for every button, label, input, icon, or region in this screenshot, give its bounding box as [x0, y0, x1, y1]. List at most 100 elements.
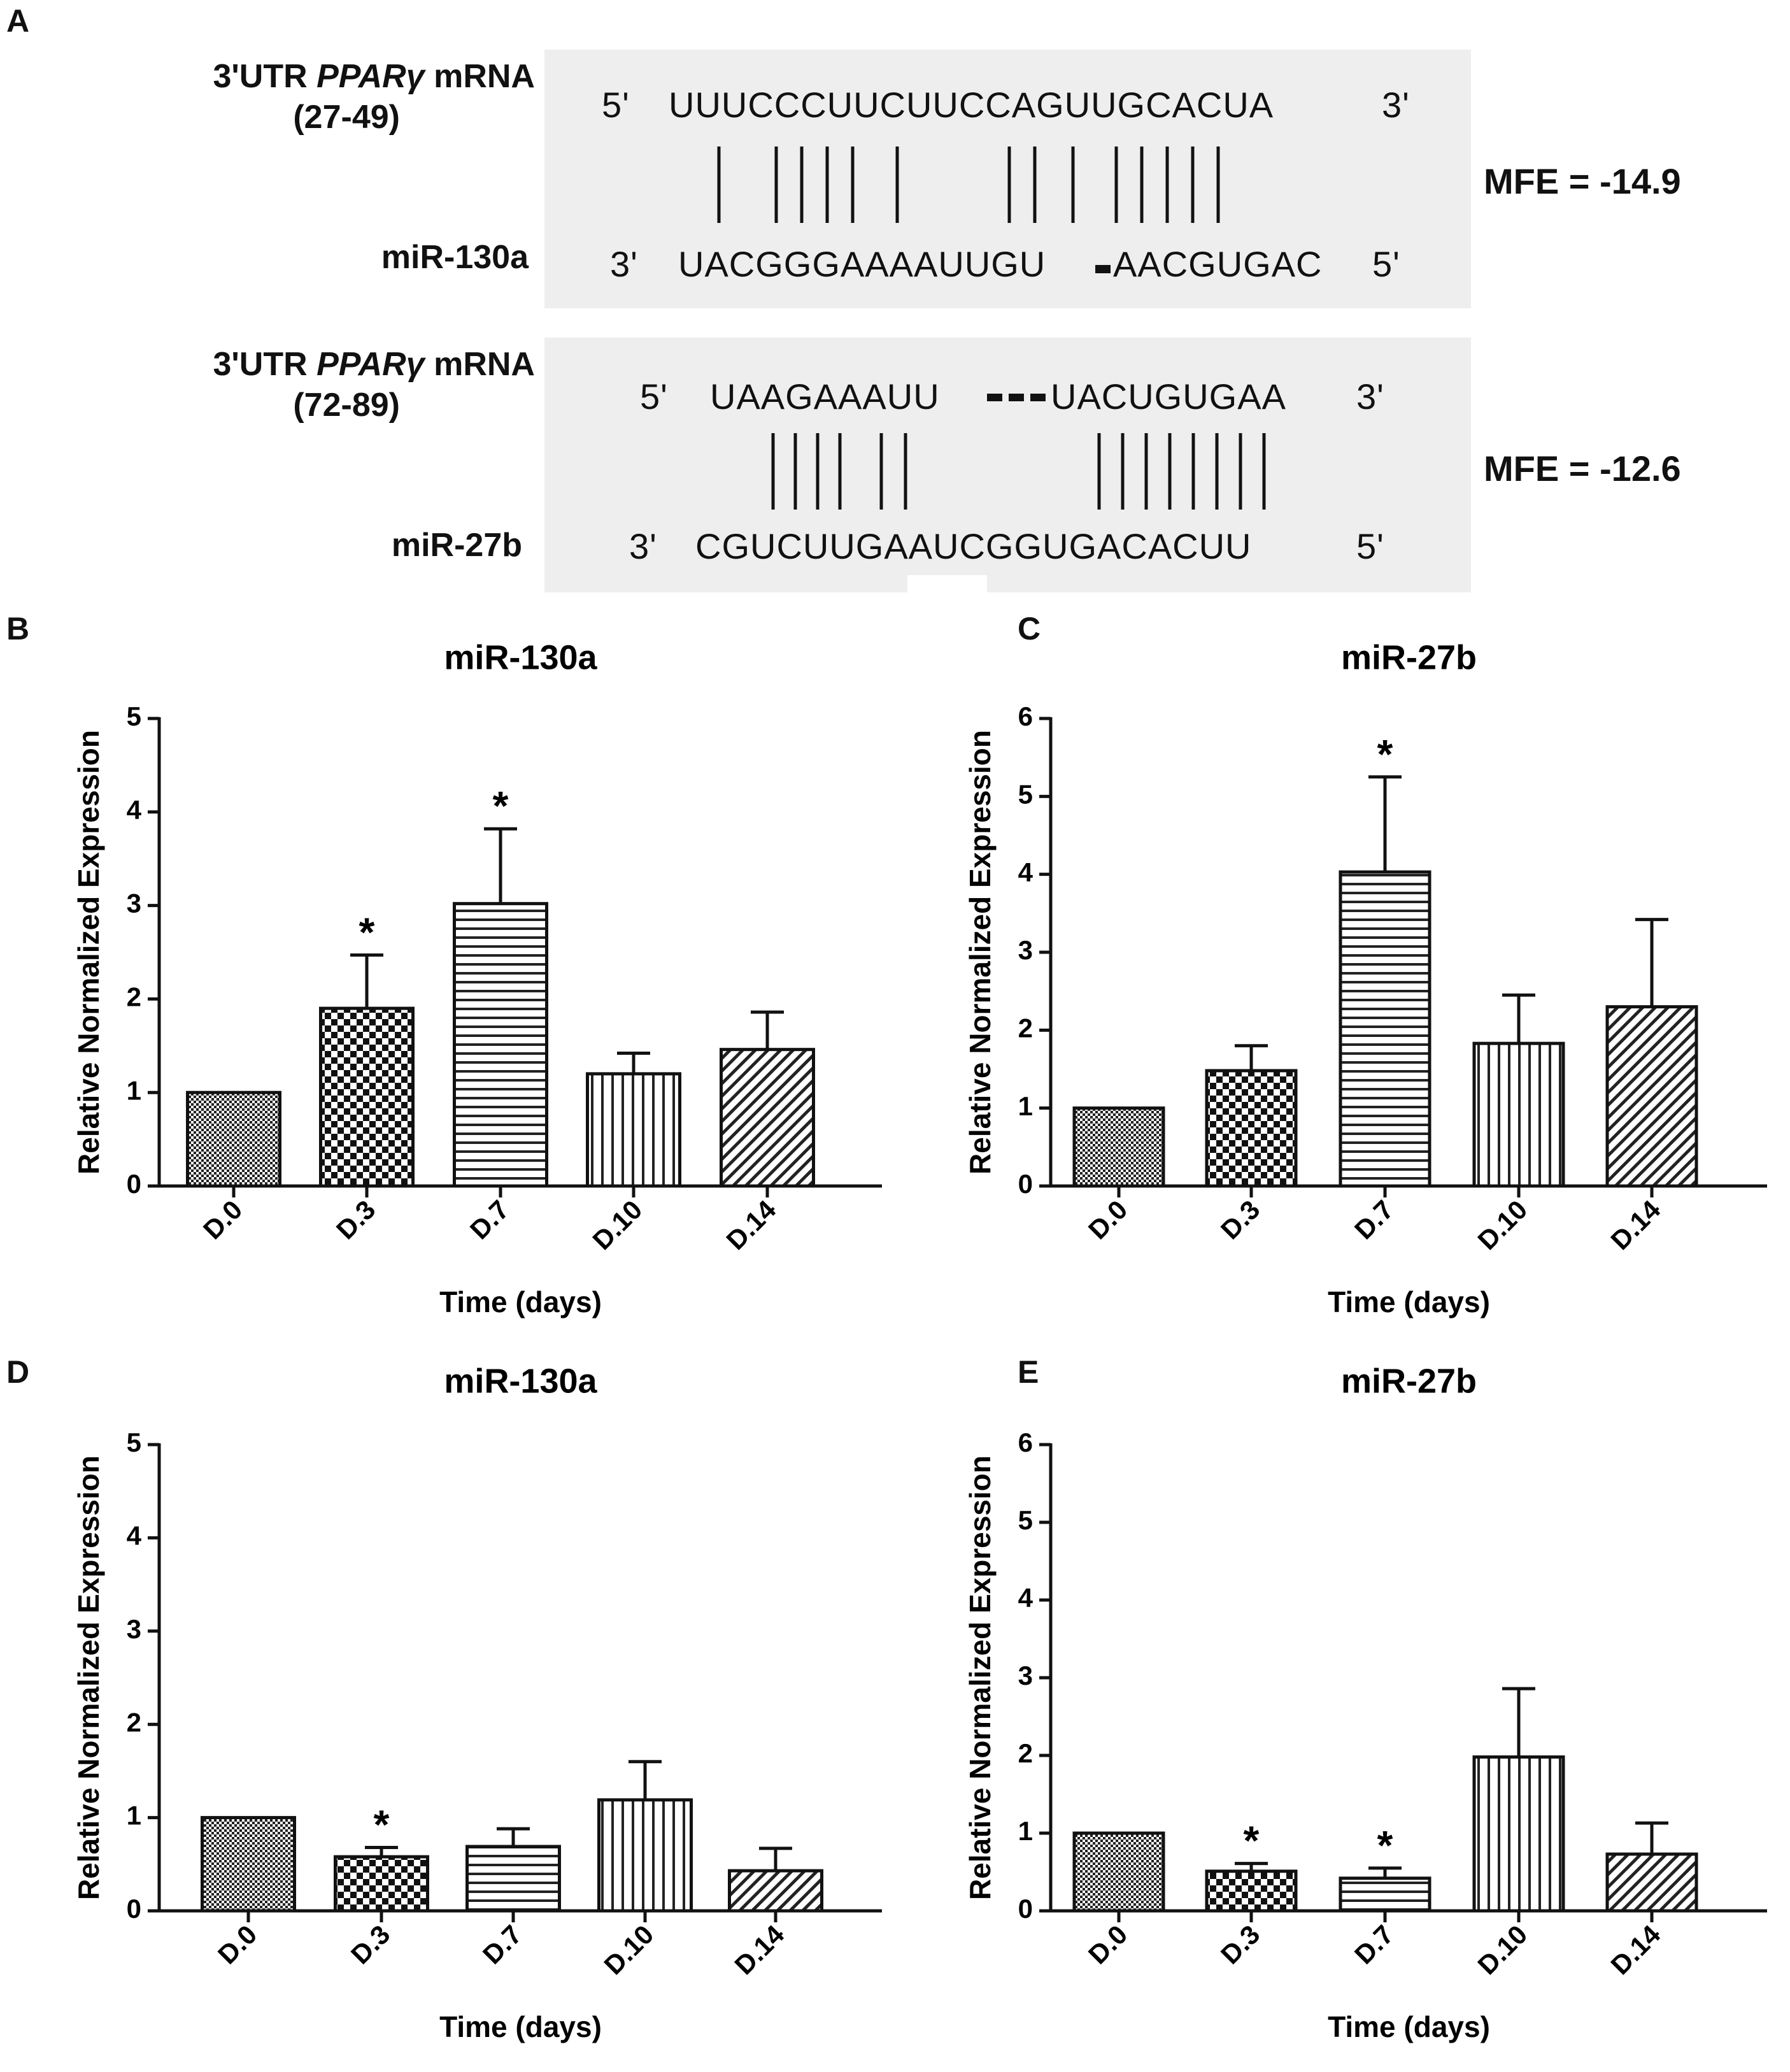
y-tick-label: 2: [1018, 1738, 1033, 1768]
mirna-label-2: miR-27b: [391, 527, 522, 564]
y-tick-label: 3: [127, 889, 141, 918]
bar: [465, 1845, 561, 1913]
seq-bottom-5prime: 5': [1356, 526, 1384, 566]
seq-top-5prime: 5': [602, 85, 630, 125]
y-tick-label: 6: [1018, 1427, 1033, 1457]
x-tick-label: D.7: [1349, 1194, 1399, 1245]
chart-title: miR-27b: [1341, 1362, 1477, 1400]
chart-b: miR-130a 0 1 2 3 4 5 Relative Normalized Expres…: [72, 638, 882, 1318]
y-tick-label: 0: [1018, 1169, 1033, 1199]
seq-top-part-a: UAAGAAAUU: [710, 376, 940, 417]
y-tick-label: 5: [1018, 1505, 1033, 1535]
x-tick-label: D.10: [598, 1919, 659, 1980]
seq-bottom: CGUCUUGAAUCGGUGACACUU: [695, 526, 1252, 566]
seq-bottom-part-a: UACGGGAAAAUUGU: [678, 244, 1046, 284]
x-tick-label: D.14: [1605, 1919, 1666, 1980]
target-range: (27-49): [293, 99, 400, 136]
y-axis-label: Relative Normalized Expression: [72, 1455, 105, 1900]
y-tick-label: 5: [127, 1427, 141, 1457]
x-tick-label: D.3: [345, 1919, 395, 1969]
bar: [1205, 1069, 1298, 1188]
panel-label-b: B: [6, 611, 30, 647]
mfe-value-1: MFE = -14.9: [1484, 161, 1681, 201]
target-prefix: 3'UTR: [213, 58, 308, 95]
target-label-1: 3'UTR PPARγ mRNA (27-49): [96, 56, 535, 138]
seq-bottom-part-b: AACGUGAC: [1113, 244, 1323, 284]
significance-marker: *: [1244, 1818, 1260, 1864]
x-axis-label: Time (days): [1328, 2010, 1490, 2043]
bar: [597, 1798, 693, 1913]
x-tick-label: D.14: [728, 1919, 790, 1980]
x-tick-label: D.0: [1083, 1194, 1133, 1245]
bar: [1605, 1852, 1698, 1913]
seq-bottom-5prime: 5': [1372, 244, 1400, 284]
bar: [1205, 1869, 1298, 1913]
x-tick-label: D.3: [1215, 1194, 1265, 1245]
bar: [586, 1072, 681, 1188]
y-axis-label: Relative Normalized Expression: [72, 730, 105, 1175]
significance-marker: *: [493, 783, 509, 829]
y-tick-label: 3: [1018, 935, 1033, 965]
seq-top-3prime: 3': [1356, 376, 1384, 417]
chart-title: miR-130a: [444, 1362, 597, 1400]
seq-top-part-b: UACUGUGAA: [1051, 376, 1286, 417]
panel-label-c: C: [1018, 611, 1041, 647]
y-tick-label: 2: [1018, 1013, 1033, 1043]
seq-bottom-3prime: 3': [610, 244, 638, 284]
bar: [453, 902, 548, 1188]
x-axis-label: Time (days): [439, 2010, 602, 2043]
target-label-2: 3'UTR PPARγ mRNA (72-89): [96, 344, 535, 425]
bar: [186, 1090, 281, 1188]
box-notch: [907, 575, 987, 594]
base-pair-lines-1: [717, 146, 1220, 223]
bar: [720, 1048, 815, 1188]
x-tick-label: D.10: [1472, 1194, 1533, 1255]
bar: [1472, 1041, 1565, 1188]
y-tick-label: 1: [1018, 1816, 1033, 1846]
x-tick-label: D.7: [477, 1919, 527, 1969]
x-tick-label: D.14: [1605, 1194, 1666, 1255]
y-tick-label: 3: [127, 1614, 141, 1644]
x-tick-label: D.14: [720, 1194, 781, 1255]
bar: [1072, 1831, 1165, 1913]
x-tick-label: D.7: [1349, 1919, 1399, 1969]
chart-title: miR-27b: [1341, 638, 1477, 676]
gene-name: PPARγ: [316, 346, 425, 383]
seq-top-3prime: 3': [1382, 85, 1410, 125]
y-tick-label: 4: [127, 1520, 142, 1550]
y-tick-label: 0: [127, 1169, 141, 1199]
y-tick-label: 0: [1018, 1894, 1033, 1924]
panel-label-a: A: [6, 3, 30, 39]
chart-c: miR-27b 0 1 2 3 4 5 6 Relative Normalized Expres…: [963, 638, 1767, 1318]
x-axis-label: Time (days): [439, 1285, 602, 1318]
x-axis-label: Time (days): [1328, 1285, 1490, 1318]
x-tick-label: D.0: [1083, 1919, 1133, 1969]
base-pair-lines-2: [771, 433, 1266, 510]
y-tick-label: 6: [1018, 701, 1033, 731]
bar: [1472, 1755, 1565, 1913]
y-tick-label: 1: [127, 1801, 141, 1831]
significance-marker: *: [359, 909, 375, 955]
bar: [1605, 1005, 1698, 1188]
x-tick-label: D.7: [464, 1194, 515, 1245]
y-axis-label: Relative Normalized Expression: [963, 1455, 997, 1900]
chart-title: miR-130a: [444, 638, 597, 676]
x-tick-label: D.0: [197, 1194, 248, 1245]
y-tick-label: 4: [1018, 857, 1034, 887]
bar: [728, 1869, 823, 1913]
y-tick-label: 0: [127, 1894, 141, 1924]
seq-top-5prime: 5': [640, 376, 668, 417]
bar: [1072, 1106, 1165, 1188]
bar: [1339, 1876, 1431, 1913]
gene-name: PPARγ: [316, 58, 425, 95]
target-prefix: 3'UTR: [213, 346, 308, 383]
significance-marker: *: [1377, 1822, 1393, 1868]
chart-d: miR-130a 0 1 2 3 4 5 Relative Normalized Expres…: [72, 1362, 882, 2043]
mfe-value-2: MFE = -12.6: [1484, 448, 1681, 489]
y-tick-label: 1: [1018, 1091, 1033, 1121]
y-tick-label: 1: [127, 1075, 141, 1105]
seq-bottom-3prime: 3': [629, 526, 657, 566]
y-tick-label: 3: [1018, 1661, 1033, 1690]
x-tick-label: D.3: [330, 1194, 381, 1245]
alignment-box-2: [544, 338, 1471, 592]
